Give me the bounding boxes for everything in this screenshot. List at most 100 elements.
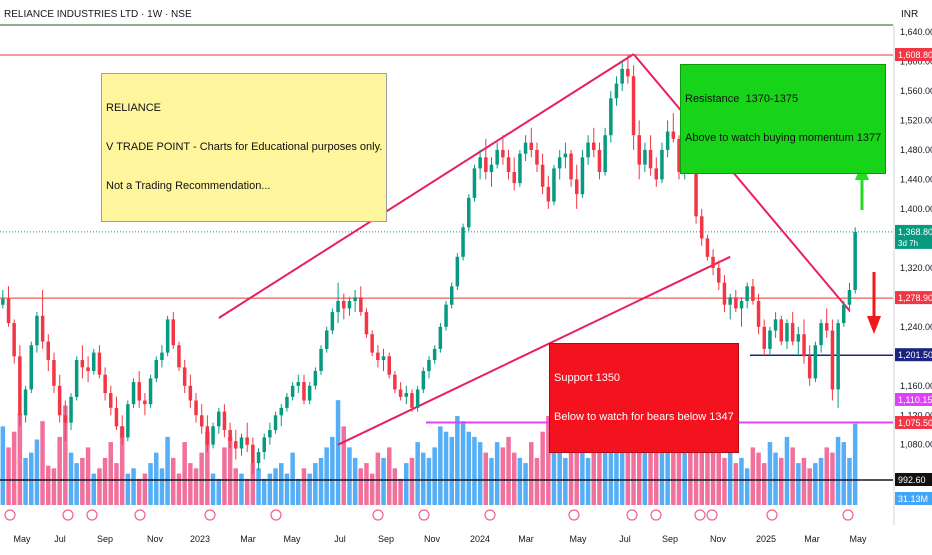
- candle-body: [745, 286, 749, 301]
- candle-body: [74, 360, 79, 397]
- price-tag-bg: [895, 48, 932, 61]
- volume-bar: [773, 452, 778, 505]
- candle-body: [40, 315, 45, 342]
- candle-body: [489, 164, 494, 173]
- volume-bar: [443, 431, 449, 505]
- candle-body: [296, 382, 300, 386]
- event-marker: [4, 509, 16, 521]
- candles-layer: [1, 55, 857, 475]
- candle-body: [35, 315, 39, 346]
- event-marker: [568, 509, 580, 521]
- volume-bar: [767, 442, 773, 505]
- candle-body: [603, 135, 607, 173]
- candle-body: [63, 415, 68, 423]
- x-tick-label: Nov: [710, 534, 727, 544]
- volume-bar: [523, 463, 528, 505]
- levels-layer: [0, 54, 893, 481]
- volume-bar: [193, 468, 199, 505]
- candle-body: [455, 256, 460, 287]
- volume-bar: [585, 457, 591, 505]
- volume-bar: [233, 468, 238, 505]
- x-tick-label: May: [849, 534, 867, 544]
- x-tick-label: May: [13, 534, 31, 544]
- price-tag-bg: [895, 348, 932, 362]
- candle-body: [6, 298, 11, 324]
- volume-bar: [404, 463, 409, 505]
- volume-bar: [529, 442, 534, 505]
- candle-body: [200, 415, 204, 427]
- volume-bar: [290, 452, 295, 505]
- volume-bar: [665, 442, 670, 505]
- candle-body: [722, 282, 727, 305]
- candle-body: [353, 297, 357, 301]
- candle-body: [387, 356, 391, 375]
- volume-bar: [188, 463, 193, 505]
- candle-body: [586, 142, 590, 158]
- volume-bar: [710, 442, 716, 505]
- volume-bar: [205, 431, 210, 505]
- candle-body: [279, 407, 283, 416]
- candle-body: [364, 312, 369, 335]
- candle-body: [592, 142, 596, 150]
- volume-bar: [489, 457, 494, 505]
- candle-body: [23, 389, 28, 416]
- candle-body: [307, 385, 312, 401]
- volume-bar: [568, 442, 574, 505]
- candle-body: [381, 356, 386, 360]
- candle-body: [421, 371, 426, 390]
- volume-bar: [756, 452, 761, 505]
- candle-body: [665, 131, 670, 150]
- y-tick-label: 1,120.00: [900, 410, 932, 420]
- volume-bar: [0, 426, 6, 505]
- candle-body: [796, 334, 801, 342]
- volume-bar: [68, 452, 74, 505]
- volume-bar: [807, 468, 812, 505]
- candle-body: [711, 256, 715, 268]
- candle-body: [120, 426, 124, 438]
- candle-body: [728, 297, 732, 305]
- trendline: [337, 255, 731, 446]
- x-tick-label: Nov: [424, 534, 441, 544]
- volume-bar: [199, 452, 204, 505]
- volume-bar: [74, 463, 79, 505]
- candle-body: [256, 452, 261, 464]
- x-tick-label: Sep: [97, 534, 113, 544]
- candle-body: [69, 396, 73, 423]
- candle-body: [631, 76, 636, 136]
- volume-bar: [517, 457, 523, 505]
- candle-body: [313, 371, 318, 386]
- volume-bar: [11, 431, 17, 505]
- volume-bar: [642, 431, 648, 505]
- candle-body: [154, 360, 158, 379]
- grid-layer: [0, 24, 895, 525]
- event-marker: [86, 509, 98, 521]
- candle-body: [614, 83, 619, 99]
- y-tick-label: 1,640.00: [900, 27, 932, 37]
- volume-bar: [154, 452, 159, 505]
- x-tick-label: Mar: [240, 534, 256, 544]
- candle-body: [802, 334, 806, 357]
- support-note-line-1: Support 1350: [554, 372, 621, 384]
- volume-bar: [91, 473, 96, 505]
- volume-bar: [114, 463, 119, 505]
- candle-body: [648, 149, 653, 169]
- volume-bar: [426, 457, 432, 505]
- resistance-note-line-2: Above to watch buying momentum 1377: [685, 132, 882, 144]
- candle-body: [620, 68, 624, 84]
- candle-body: [330, 312, 335, 331]
- volume-bar: [216, 478, 221, 505]
- volume-bar: [512, 452, 517, 505]
- volume-bar: [352, 457, 358, 505]
- currency-label: INR: [901, 9, 918, 20]
- volume-bar: [580, 447, 585, 505]
- candle-body: [523, 142, 528, 154]
- candle-body: [825, 323, 829, 331]
- reliance-note: RELIANCE V TRADE POINT - Charts for Educ…: [101, 73, 388, 222]
- volume-bar: [284, 473, 290, 505]
- trendline: [632, 53, 851, 312]
- volume-bar: [23, 457, 28, 505]
- price-tag-bg: [895, 492, 932, 505]
- candle-body: [450, 286, 454, 305]
- candle-body: [734, 297, 738, 309]
- candle-body: [700, 216, 704, 239]
